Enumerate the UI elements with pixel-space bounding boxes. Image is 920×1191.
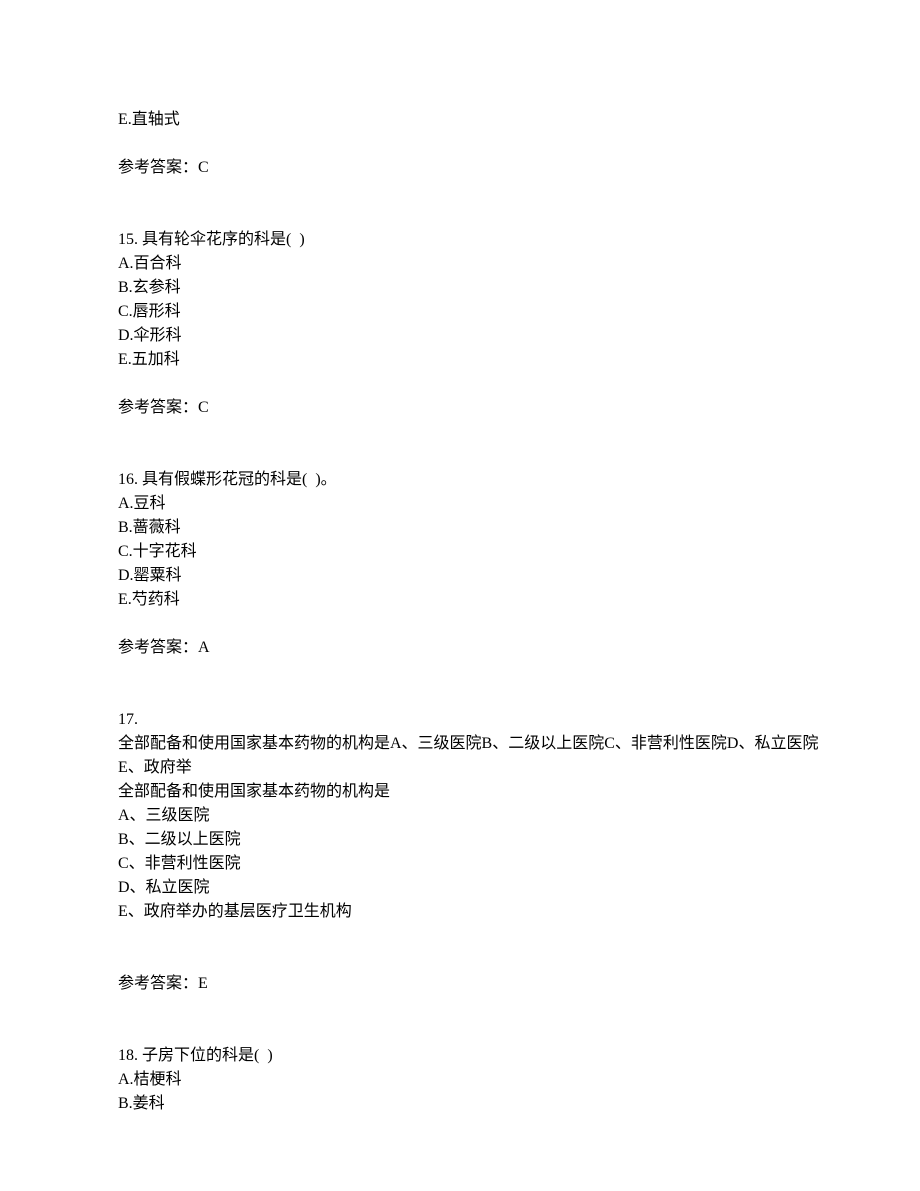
option-b: B.蔷薇科 <box>118 516 820 540</box>
answer-label: 参考答案：C <box>118 396 820 420</box>
question-15: 15. 具有轮伞花序的科是( ) A.百合科 B.玄参科 C.唇形科 D.伞形科… <box>118 228 820 372</box>
answer-14: 参考答案：C <box>118 156 820 180</box>
option-d: D、私立医院 <box>118 876 820 900</box>
option-b: B.姜科 <box>118 1092 820 1116</box>
option-a: A.桔梗科 <box>118 1068 820 1092</box>
option-b: B.玄参科 <box>118 276 820 300</box>
option-c: C.唇形科 <box>118 300 820 324</box>
question-stem: 15. 具有轮伞花序的科是( ) <box>118 228 820 252</box>
question-16: 16. 具有假蝶形花冠的科是( )。 A.豆科 B.蔷薇科 C.十字花科 D.罂… <box>118 468 820 612</box>
answer-label: 参考答案：A <box>118 636 820 660</box>
answer-17: 参考答案：E <box>118 972 820 996</box>
option-e: E.直轴式 <box>118 108 820 132</box>
question-14-trailing: E.直轴式 <box>118 108 820 132</box>
option-a: A.豆科 <box>118 492 820 516</box>
answer-16: 参考答案：A <box>118 636 820 660</box>
question-17: 17. 全部配备和使用国家基本药物的机构是A、三级医院B、二级以上医院C、非营利… <box>118 708 820 924</box>
option-e: E.五加科 <box>118 348 820 372</box>
answer-15: 参考答案：C <box>118 396 820 420</box>
option-d: D.伞形科 <box>118 324 820 348</box>
answer-label: 参考答案：E <box>118 972 820 996</box>
question-preamble-2: 全部配备和使用国家基本药物的机构是 <box>118 780 820 804</box>
question-preamble-1: 全部配备和使用国家基本药物的机构是A、三级医院B、二级以上医院C、非营利性医院D… <box>118 732 820 780</box>
question-stem: 16. 具有假蝶形花冠的科是( )。 <box>118 468 820 492</box>
option-d: D.罂粟科 <box>118 564 820 588</box>
question-stem: 18. 子房下位的科是( ) <box>118 1044 820 1068</box>
answer-label: 参考答案：C <box>118 156 820 180</box>
option-c: C.十字花科 <box>118 540 820 564</box>
option-b: B、二级以上医院 <box>118 828 820 852</box>
question-18: 18. 子房下位的科是( ) A.桔梗科 B.姜科 <box>118 1044 820 1116</box>
option-a: A.百合科 <box>118 252 820 276</box>
option-e: E、政府举办的基层医疗卫生机构 <box>118 900 820 924</box>
question-number: 17. <box>118 708 820 732</box>
option-a: A、三级医院 <box>118 804 820 828</box>
option-c: C、非营利性医院 <box>118 852 820 876</box>
option-e: E.芍药科 <box>118 588 820 612</box>
